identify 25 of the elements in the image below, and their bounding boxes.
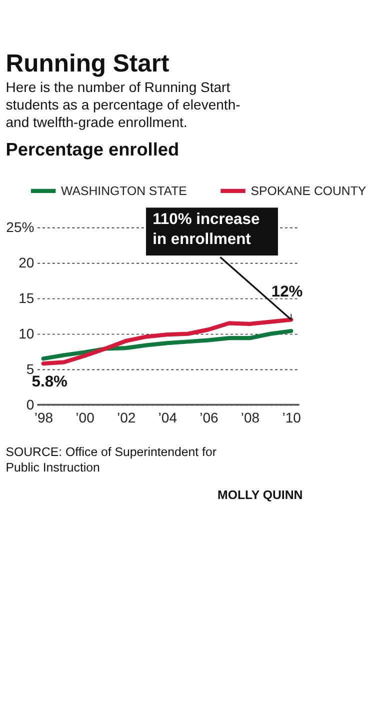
- y-tick-label: 15: [18, 290, 34, 306]
- line-series: [41, 328, 294, 361]
- y-axis-title: Percentage enrolled: [6, 140, 180, 160]
- x-tick-label: ’00: [76, 409, 95, 426]
- legend-label: SPOKANE COUNTY: [250, 184, 366, 198]
- line-series: [41, 318, 294, 366]
- y-tick-label: 10: [18, 325, 34, 342]
- y-tick-label: 0: [26, 396, 34, 412]
- chart-subtitle: Here is the number of Running Start students as a percentage of eleventh- and twelfth-grade enrollment.: [6, 79, 241, 130]
- x-tick-label: ’08: [240, 409, 260, 426]
- data-label: 12%: [271, 284, 303, 301]
- source-note: SOURCE: Office of Superintendent for Public Instruction: [6, 444, 216, 475]
- x-tick-label: ’10: [282, 409, 302, 426]
- y-tick-label: 25%: [6, 218, 34, 235]
- y-tick-label: 20: [18, 254, 34, 270]
- text: MOLLY QUINN: [218, 488, 303, 502]
- x-tick-label: ’06: [200, 409, 218, 426]
- x-tick-label: ’02: [116, 409, 136, 426]
- annotation: 110% increase in enrollment: [152, 211, 260, 248]
- data-label: 5.8%: [32, 374, 68, 391]
- chart-title: Running Start: [6, 50, 170, 78]
- x-tick-label: ’98: [34, 409, 54, 426]
- y-tick-label: 5: [26, 360, 34, 377]
- x-tick-label: ’04: [158, 409, 178, 426]
- legend-label: WASHINGTON STATE: [61, 184, 187, 198]
